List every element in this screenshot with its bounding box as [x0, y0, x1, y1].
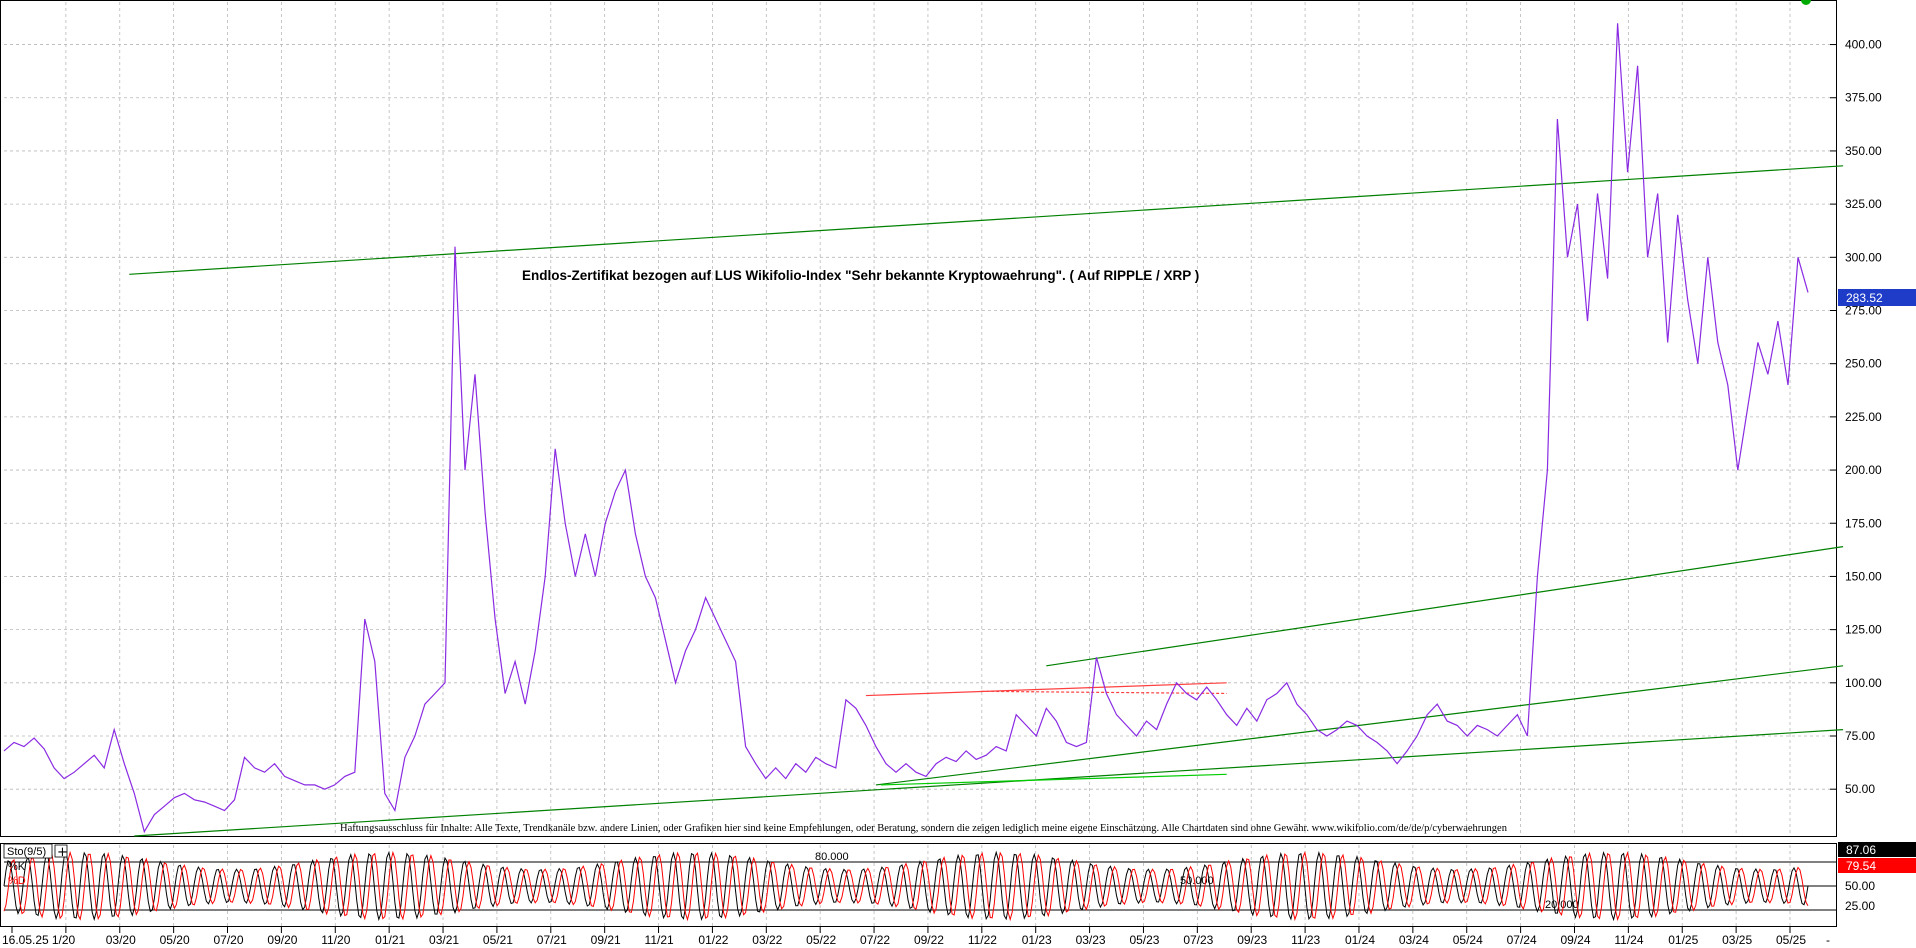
trend-line — [865, 682, 1227, 697]
y-tick-label: 400.00 — [1845, 38, 1882, 52]
x-tick-label: 07/20 — [214, 933, 244, 947]
chart-title: Endlos-Zertifikat bezogen auf LUS Wikifo… — [522, 268, 1199, 283]
y-tick-label: 50.00 — [1845, 782, 1875, 796]
y-tick-label: 350.00 — [1845, 144, 1882, 158]
date-axis: 16.05.25 1/20 03/20 05/20 07/20 09/20 11/20 01/… — [2, 927, 1806, 947]
price-panel — [0, 0, 1837, 837]
x-tick-label: 07/23 — [1183, 933, 1213, 947]
x-tick-label: 05/22 — [806, 933, 836, 947]
trend-line — [134, 729, 1844, 837]
x-tick-label: 01/23 — [1022, 933, 1052, 947]
x-tick-label: 05/23 — [1129, 933, 1159, 947]
x-tick-label: 05/24 — [1453, 933, 1483, 947]
y-tick-label: 375.00 — [1845, 91, 1882, 105]
last-value-label: 283.52 — [1846, 291, 1883, 305]
d-label: %D — [8, 875, 26, 887]
x-tick-label: 11/23 — [1291, 933, 1320, 947]
oscillator-y-axis: 50.00 25.00 — [1845, 879, 1875, 913]
oscillator-series — [3, 850, 1809, 922]
x-tick-label: 07/22 — [860, 933, 890, 947]
y-tick-label: 100.00 — [1845, 676, 1882, 690]
k-value-badge: 87.06 — [1838, 842, 1916, 857]
x-tick-label: 16.05.25 — [2, 933, 49, 947]
y-tick-label: 225.00 — [1845, 410, 1882, 424]
x-tick-label: 05/20 — [160, 933, 190, 947]
x-tick-label: 03/23 — [1076, 933, 1106, 947]
disclaimer-text: Haftungsausschluss für Inhalte: Alle Tex… — [340, 823, 1508, 834]
trend-lines — [129, 165, 1844, 837]
osc-level-label: 80.000 — [815, 851, 849, 863]
x-tick-label: 03/20 — [106, 933, 136, 947]
x-tick-label: 07/21 — [537, 933, 567, 947]
indicator-label: Sto(9/5) — [7, 846, 46, 858]
marker-dot — [1801, 0, 1811, 5]
trend-line — [875, 665, 1844, 786]
y-tick-label: 200.00 — [1845, 463, 1882, 477]
k-value-label: 87.06 — [1846, 843, 1876, 857]
trend-line — [129, 165, 1844, 275]
price-y-axis: 400.00 375.00 350.00 325.00 300.00 275.00 250.… — [1830, 38, 1882, 796]
d-value-badge: 79.54 — [1838, 858, 1916, 873]
indicator-header: Sto(9/5) + %K %D — [3, 843, 68, 887]
plus-icon: + — [57, 845, 68, 860]
x-tick-label: 03/25 — [1722, 933, 1752, 947]
trend-line — [981, 690, 1227, 695]
price-grid — [4, 2, 1836, 836]
x-tick-label: 07/24 — [1507, 933, 1537, 947]
d-line — [3, 850, 1809, 922]
x-tick-label: 11/21 — [645, 933, 674, 947]
y-tick-label: 275.00 — [1845, 303, 1882, 317]
y-tick-label: 75.00 — [1845, 729, 1875, 743]
y-tick-label: 300.00 — [1845, 250, 1882, 264]
k-label: %K — [8, 861, 26, 873]
y-tick-label: 250.00 — [1845, 357, 1882, 371]
x-tick-label: 05/21 — [483, 933, 513, 947]
osc-y-tick-label: 50.00 — [1845, 879, 1875, 893]
osc-y-tick-label: 25.00 — [1845, 899, 1875, 913]
oscillator-panel — [0, 843, 1837, 927]
last-value-badge: 283.52 — [1838, 289, 1916, 306]
x-tick-label: 01/22 — [698, 933, 728, 947]
x-tick-label: 05/25 — [1776, 933, 1806, 947]
price-line — [3, 23, 1809, 834]
indicator-expand-button[interactable] — [54, 844, 68, 858]
x-tick-label: 1/20 — [52, 933, 76, 947]
d-value-label: 79.54 — [1846, 859, 1876, 873]
trend-line — [1046, 546, 1844, 667]
x-tick-label: 01/25 — [1668, 933, 1698, 947]
y-tick-label: 150.00 — [1845, 569, 1882, 583]
x-tick-label: 09/24 — [1560, 933, 1590, 947]
x-tick-label: 03/22 — [752, 933, 782, 947]
x-tick-label: 11/24 — [1614, 933, 1643, 947]
x-tick-label: 01/21 — [375, 933, 405, 947]
x-tick-label: 09/23 — [1237, 933, 1267, 947]
y-tick-label: 325.00 — [1845, 197, 1882, 211]
x-tick-label: 03/21 — [429, 933, 459, 947]
k-line — [3, 850, 1809, 922]
x-tick-label: 09/20 — [267, 933, 297, 947]
y-tick-label: 175.00 — [1845, 516, 1882, 530]
x-tick-label: 11/20 — [321, 933, 350, 947]
x-tick-label: 09/22 — [914, 933, 944, 947]
scroll-left-icon[interactable]: - — [1826, 933, 1830, 947]
trend-line — [880, 773, 1227, 786]
y-tick-label: 125.00 — [1845, 623, 1882, 637]
x-tick-label: 11/22 — [968, 933, 997, 947]
x-tick-label: 09/21 — [591, 933, 621, 947]
x-tick-label: 03/24 — [1399, 933, 1429, 947]
price-series — [3, 23, 1809, 834]
x-tick-label: 01/24 — [1345, 933, 1375, 947]
